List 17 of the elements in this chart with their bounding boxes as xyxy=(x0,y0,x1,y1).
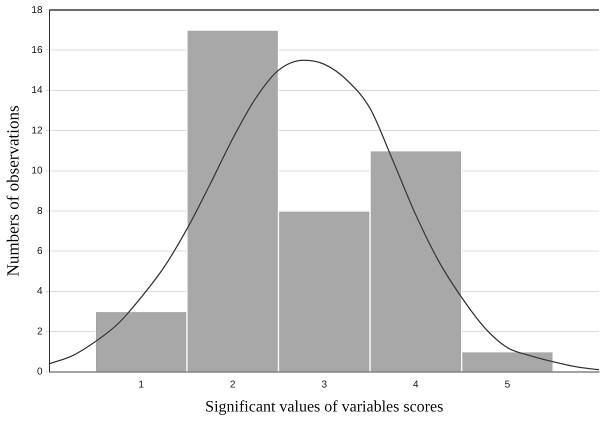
y-tick-label: 12 xyxy=(31,125,43,136)
y-tick-label: 18 xyxy=(31,4,43,16)
x-tick-label: 3 xyxy=(321,380,328,391)
y-tick-label: 6 xyxy=(36,246,43,257)
y-tick-label: 4 xyxy=(36,286,43,298)
y-tick-label: 2 xyxy=(36,326,43,338)
x-tick-label: 5 xyxy=(504,380,511,391)
y-axis-title: Numbers of observations xyxy=(4,105,23,276)
y-tick-label: 10 xyxy=(31,166,43,177)
y-tick-label: 14 xyxy=(31,85,43,96)
y-tick-label: 8 xyxy=(36,206,43,217)
x-tick-label: 4 xyxy=(413,380,420,391)
x-tick-label: 2 xyxy=(230,380,236,391)
y-tick-label: 0 xyxy=(36,366,43,378)
x-tick-label: 1 xyxy=(138,380,144,391)
y-tick-label: 16 xyxy=(31,44,43,56)
x-axis-title: Significant values of variables scores xyxy=(205,398,444,416)
